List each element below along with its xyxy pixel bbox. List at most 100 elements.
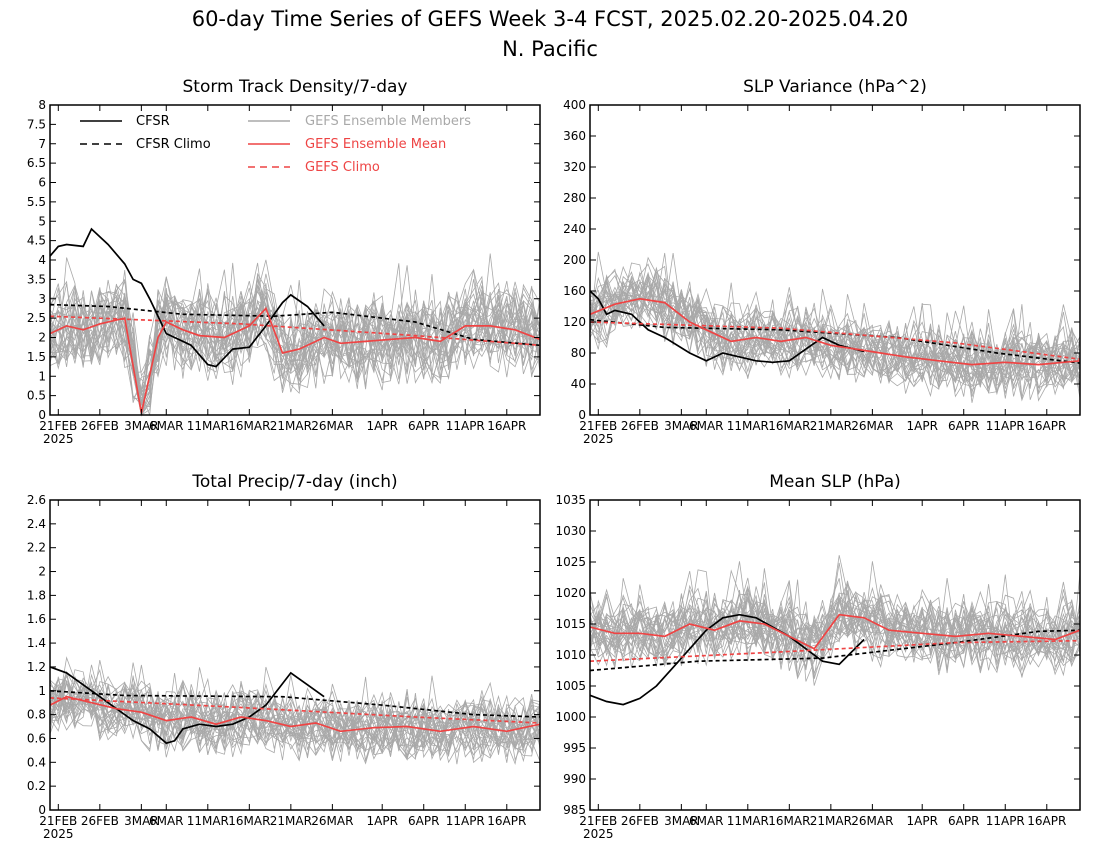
x-tick-label: 21FEB — [579, 814, 617, 828]
ensemble-member-line — [49, 676, 541, 763]
ensemble-members — [49, 253, 541, 417]
ensemble-member-line — [589, 274, 1081, 402]
y-tick-label: 0.2 — [27, 779, 46, 793]
y-tick-label: 2.5 — [27, 311, 46, 325]
x-tick-label: 3MAR — [124, 814, 159, 828]
ensemble-member-line — [589, 275, 1081, 387]
x-year-label: 2025 — [583, 827, 614, 841]
y-tick-label: 0 — [38, 408, 46, 422]
y-tick-label: 240 — [563, 222, 586, 236]
ensemble-member-line — [49, 662, 541, 761]
y-tick-label: 8 — [38, 98, 46, 112]
y-tick-label: 120 — [563, 315, 586, 329]
panel-slp-variance: SLP Variance (hPa^2) 0 40 80 120 160 200 240 28… — [563, 77, 1081, 446]
y-tick-label: 1030 — [555, 524, 586, 538]
ensemble-member-line — [589, 584, 1081, 662]
series-line-cfsr-climo — [589, 318, 1081, 364]
ensemble-member-line — [49, 679, 541, 762]
ensemble-member-line — [589, 590, 1081, 676]
ensemble-member-line — [49, 273, 541, 393]
ensemble-member-line — [589, 569, 1081, 680]
ensemble-member-line — [49, 268, 541, 416]
x-tick-label: 16MAR — [768, 419, 810, 433]
y-tick-label: 2 — [38, 565, 46, 579]
series-line-gefs-climo — [49, 697, 541, 724]
x-tick-label: 1APR — [906, 419, 937, 433]
ensemble-members — [589, 555, 1081, 686]
x-tick-label: 11APR — [986, 814, 1025, 828]
ensemble-member-line — [589, 587, 1081, 677]
series-line-gefs-ensemble-mean — [589, 297, 1081, 366]
ensemble-member-line — [589, 263, 1081, 398]
y-tick-label: 985 — [563, 803, 586, 817]
y-tick-label: 80 — [571, 346, 586, 360]
x-tick-label: 6APR — [408, 814, 439, 828]
x-tick-label: 6MAR — [689, 419, 724, 433]
ensemble-member-line — [49, 669, 541, 757]
ensemble-member-line — [49, 290, 541, 378]
y-tick-label: 995 — [563, 741, 586, 755]
series-line-cfsr — [49, 227, 325, 368]
series-line-cfsr-climo — [49, 303, 541, 347]
ensemble-member-line — [49, 283, 541, 392]
ensemble-member-line — [49, 259, 541, 405]
y-tick-label: 2.4 — [27, 517, 46, 531]
legend-label-members: GEFS Ensemble Members — [305, 114, 471, 129]
ensemble-member-line — [589, 583, 1081, 661]
x-tick-label: 16MAR — [228, 419, 270, 433]
panel-title: Total Precip/7-day (inch) — [191, 472, 397, 492]
x-tick-label: 21FEB — [39, 419, 77, 433]
y-tick-label: 1 — [38, 684, 46, 698]
y-tick-label: 1.6 — [27, 612, 46, 626]
x-tick-label: 11APR — [446, 814, 485, 828]
panel-title: Storm Track Density/7-day — [183, 77, 408, 97]
x-year-label: 2025 — [43, 432, 74, 446]
y-tick-label: 1035 — [555, 493, 586, 507]
series-line-cfsr — [589, 613, 865, 706]
ensemble-member-line — [49, 682, 541, 762]
x-tick-label: 6MAR — [689, 814, 724, 828]
x-tick-label: 1APR — [366, 814, 397, 828]
y-tick-label: 7 — [38, 137, 46, 151]
x-tick-label: 26FEB — [81, 814, 119, 828]
y-tick-label: 200 — [563, 253, 586, 267]
y-tick-label: 4.5 — [27, 234, 46, 248]
x-tick-label: 16APR — [487, 419, 526, 433]
x-tick-label: 21MAR — [810, 419, 852, 433]
y-tick-label: 1015 — [555, 617, 586, 631]
x-tick-label: 16MAR — [768, 814, 810, 828]
x-tick-label: 21MAR — [270, 419, 312, 433]
panel-mean-slp: Mean SLP (hPa) 985 990 995 1000 1005 1010 1015… — [555, 472, 1081, 841]
figure-title-line2: N. Pacific — [502, 37, 598, 61]
x-tick-label: 11MAR — [727, 814, 769, 828]
y-tick-label: 1010 — [555, 648, 586, 662]
x-tick-label: 21FEB — [579, 419, 617, 433]
ensemble-members — [49, 656, 541, 765]
series-line-gefs-climo — [49, 315, 541, 347]
y-tick-label: 40 — [571, 377, 586, 391]
x-tick-label: 3MAR — [124, 419, 159, 433]
legend-label-cfsr: CFSR — [136, 114, 170, 129]
y-tick-label: 1.8 — [27, 588, 46, 602]
y-tick-label: 0 — [578, 408, 586, 422]
panel-total-precip: Total Precip/7-day (inch) 0 0.2 0.4 0.6 0.8 1… — [27, 472, 541, 841]
legend-label-cfsr-climo: CFSR Climo — [136, 137, 211, 152]
legend-label-ens-mean: GEFS Ensemble Mean — [305, 137, 446, 152]
y-tick-label: 1000 — [555, 710, 586, 724]
x-tick-label: 6APR — [948, 814, 979, 828]
x-tick-label: 26MAR — [851, 814, 893, 828]
x-tick-label: 6APR — [408, 419, 439, 433]
series-line-cfsr-climo — [589, 629, 1081, 672]
ensemble-member-line — [49, 679, 541, 765]
y-tick-label: 1005 — [555, 679, 586, 693]
series-line-cfsr-climo — [49, 689, 541, 718]
x-tick-label: 3MAR — [664, 814, 699, 828]
y-tick-label: 0.5 — [27, 389, 46, 403]
panel-storm-track-density: Storm Track Density/7-day 0 0.5 1 1.5 2 2.5 3 3… — [27, 77, 541, 446]
ensemble-member-line — [589, 596, 1081, 670]
series-line-gefs-ensemble-mean — [49, 306, 541, 414]
x-tick-label: 16APR — [1027, 814, 1066, 828]
x-tick-label: 11MAR — [727, 419, 769, 433]
y-tick-label: 7.5 — [27, 117, 46, 131]
ensemble-member-line — [589, 253, 1081, 396]
